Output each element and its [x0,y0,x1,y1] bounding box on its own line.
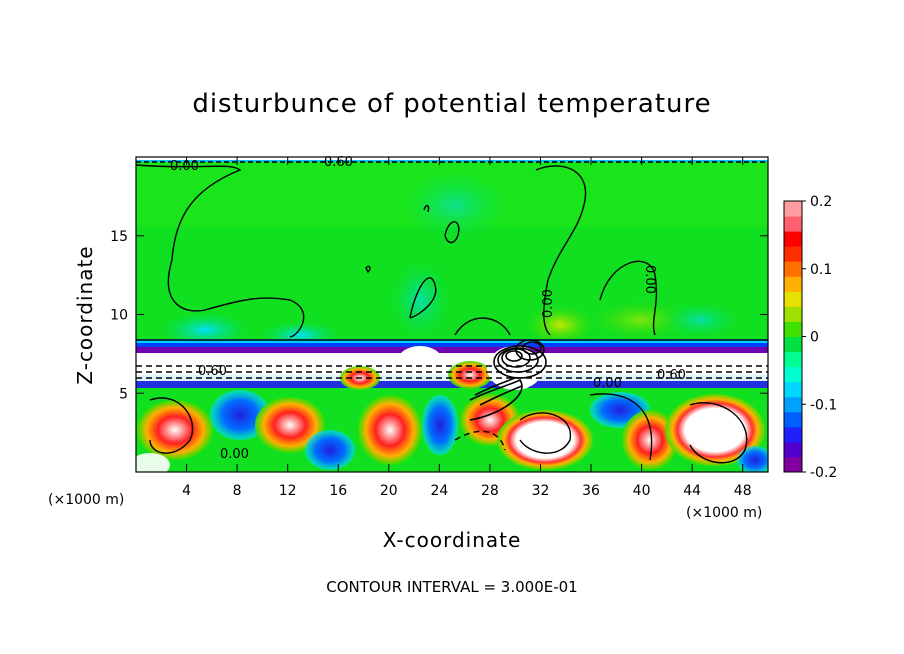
y-tick-label: 5 [119,386,128,402]
colorbar-segment [784,351,802,368]
colorbar-segment [784,456,802,473]
x-axis-ticks: 4 8 12 16 20 24 28 32 36 40 44 48 [182,157,752,499]
colorbar-segment [784,321,802,337]
x-tick-label: 32 [532,483,550,499]
x-tick-label: 36 [582,483,600,499]
contour-label: 0.00 [642,265,657,294]
colorbar-tick-label: 0.2 [810,194,832,210]
colorbar-segment [784,306,802,322]
colorbar-segment [784,261,802,277]
colorbar-segment [784,396,802,413]
y-axis-title: Z-coordinate [73,245,97,384]
colorbar-segment [784,291,802,307]
x-tick-label: 16 [329,483,347,499]
contour-label: 0.00 [220,447,249,462]
x-tick-label: 48 [734,483,752,499]
contour-label: 0.60 [198,364,227,379]
colorbar-segment [784,426,802,443]
x-tick-label: 44 [683,483,701,499]
colorbar-segment [784,201,802,217]
colorbar-tick-label: -0.2 [810,465,837,481]
colorbar-segment [784,336,802,353]
x-tick-label: 20 [380,483,398,499]
y-tick-label: 15 [110,229,128,245]
x-tick-label: 40 [633,483,651,499]
colorbar-segment [784,366,802,383]
y-tick-label: 10 [110,308,128,324]
colorbar-segment [784,246,802,262]
colorbar-segment [784,231,802,247]
x-unit-label: (×1000 m) [686,505,762,521]
colorbar-segment [784,381,802,398]
contour-label: 0.00 [593,376,622,391]
chart-title: disturbunce of potential temperature [192,89,711,119]
colorbar [783,200,803,473]
colorbar-tick-label: 0.1 [810,262,832,278]
contour-label: 0.60 [657,368,686,383]
temperature-field [136,157,768,472]
colorbar-tick-label: 0 [810,330,819,346]
colorbar-tick-label: -0.1 [810,397,837,413]
colorbar-segment [784,441,802,458]
x-tick-label: 4 [182,483,191,499]
colorbar-segment [784,276,802,292]
x-tick-label: 8 [233,483,242,499]
x-tick-label: 24 [430,483,448,499]
colorbar-ticks: 0.2 0.1 0 -0.1 -0.2 [802,194,837,481]
colorbar-segment [784,411,802,428]
contour-label: 0.00 [541,289,556,318]
contour-interval-label: CONTOUR INTERVAL = 3.000E-01 [326,578,577,596]
z-unit-label: (×1000 m) [48,492,124,508]
colorbar-segment [784,216,802,232]
contour-label: 0.00 [170,159,199,174]
x-tick-label: 28 [481,483,499,499]
x-tick-label: 12 [279,483,297,499]
x-axis-title: X-coordinate [383,528,522,552]
y-axis-ticks: 5 10 15 [110,229,768,402]
